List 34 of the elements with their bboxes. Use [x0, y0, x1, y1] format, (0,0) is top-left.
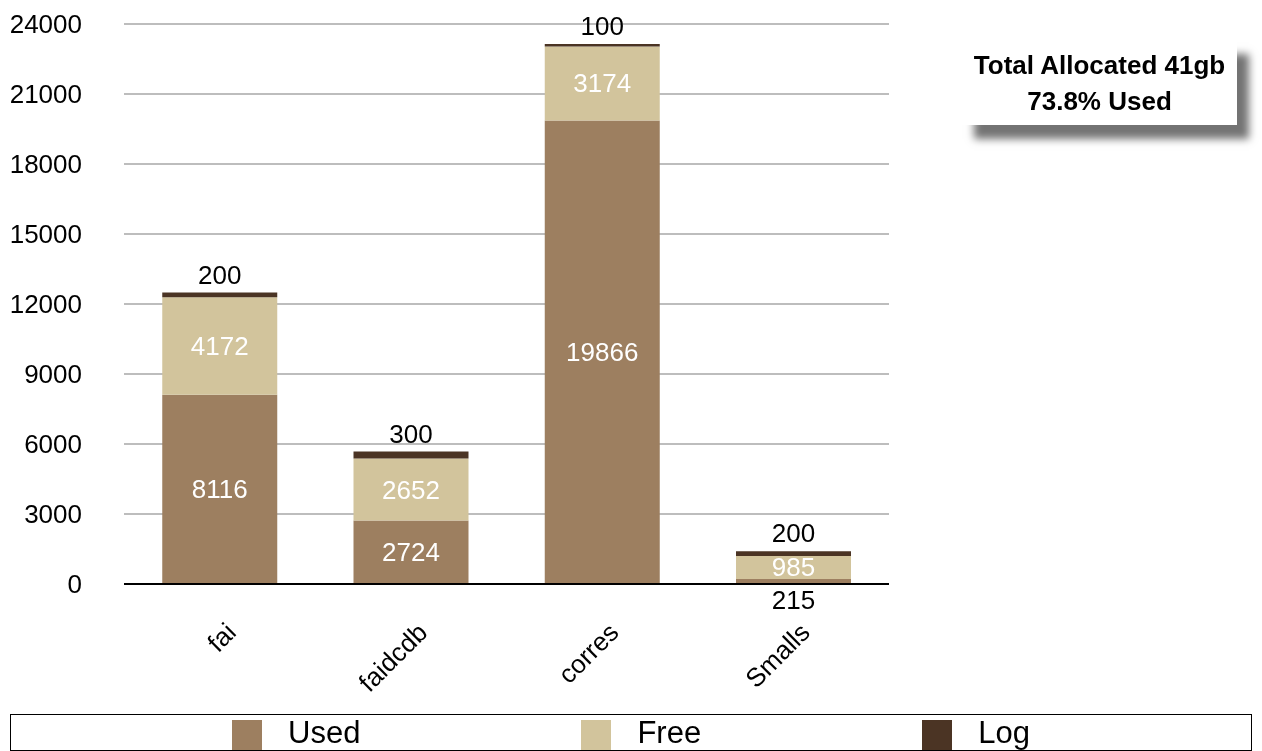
note-box: Total Allocated 41gb 73.8% Used [962, 40, 1237, 125]
data-label: 8116 [191, 474, 248, 505]
data-label: 215 [771, 585, 816, 616]
bar [353, 451, 469, 459]
data-label: 19866 [566, 337, 639, 368]
bar [162, 297, 278, 395]
y-tick-label: 0 [67, 569, 82, 600]
y-tick-label: 15000 [9, 219, 82, 250]
data-label: 100 [580, 11, 624, 42]
bar [353, 520, 469, 584]
y-tick-label: 24000 [9, 9, 82, 40]
y-tick-label: 12000 [9, 289, 82, 320]
data-label: 985 [771, 552, 816, 583]
y-tick-label: 18000 [9, 149, 82, 180]
y-tick-label: 3000 [24, 499, 82, 530]
data-label: 2652 [382, 474, 440, 505]
data-label: 200 [771, 518, 816, 549]
data-label: 2724 [382, 537, 440, 568]
bar [353, 458, 469, 521]
data-label: 4172 [190, 330, 249, 361]
legend-label: Used [288, 715, 361, 750]
data-label: 3174 [573, 68, 632, 99]
bar [544, 46, 660, 121]
legend-label: Log [978, 715, 1030, 750]
bar [736, 551, 851, 556]
data-label: 300 [389, 418, 433, 449]
y-tick-label: 6000 [24, 429, 82, 460]
data-label: 200 [198, 259, 242, 290]
y-tick-label: 9000 [24, 359, 82, 390]
bar [544, 120, 660, 584]
bar [162, 394, 278, 584]
y-tick-label: 21000 [9, 79, 82, 110]
x-tick-label: fai [201, 617, 242, 658]
legend-label: Free [637, 715, 702, 750]
